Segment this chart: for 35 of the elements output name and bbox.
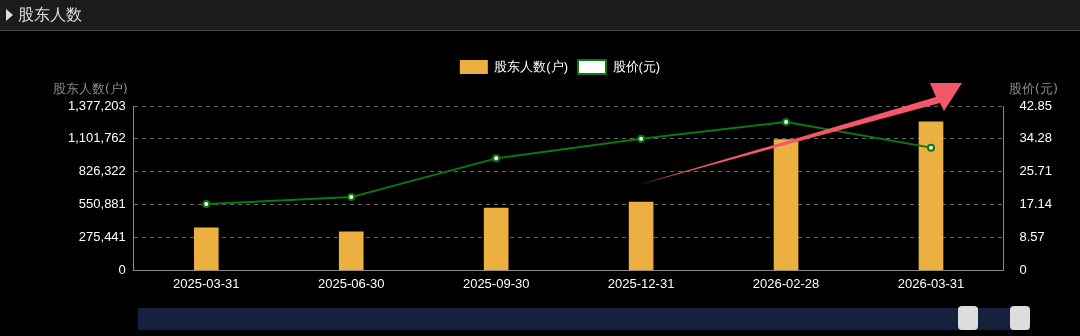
bar <box>773 139 799 271</box>
legend-label: 股价(元) <box>612 58 661 74</box>
y2-tick-label: 17.14 <box>1019 196 1053 212</box>
y2-tick-label: 0 <box>1019 261 1027 277</box>
chart-title: 股东人数 <box>18 4 82 26</box>
bar <box>483 207 509 271</box>
y-tick-label: 1,377,203 <box>67 97 126 113</box>
point <box>347 193 356 202</box>
y-tick-label: 0 <box>118 261 126 277</box>
point <box>637 134 646 143</box>
x-tick-label: 2026-02-28 <box>752 275 820 291</box>
y2-tick-label: 42.85 <box>1019 97 1053 113</box>
x-tick-label: 2025-06-30 <box>317 275 385 291</box>
x-tick-label: 2025-03-31 <box>173 275 240 291</box>
point <box>927 143 935 152</box>
point <box>202 200 211 209</box>
y-tick-label: 275,441 <box>78 229 126 245</box>
x-tick-label: 2025-12-31 <box>607 275 675 291</box>
bar <box>918 121 944 271</box>
y-axis-title: 股东人数(户) <box>52 80 128 96</box>
y2-tick-label: 8.57 <box>1019 229 1045 245</box>
y-tick-label: 550,881 <box>78 196 126 212</box>
y2-tick-label: 34.28 <box>1019 130 1053 146</box>
bar <box>193 227 219 271</box>
legend-label: 股东人数(户) <box>494 58 569 74</box>
point <box>782 117 791 126</box>
bar <box>628 201 654 271</box>
y-tick-label: 1,101,762 <box>67 130 126 146</box>
point <box>492 154 501 163</box>
y-tick-label: 826,322 <box>78 163 126 179</box>
y2-axis-title: 股价(元) <box>1008 80 1058 96</box>
x-tick-label: 2025-09-30 <box>462 275 530 291</box>
x-tick-label: 2026-03-31 <box>897 275 965 291</box>
y2-tick-label: 25.71 <box>1019 163 1053 179</box>
bar <box>338 231 364 271</box>
